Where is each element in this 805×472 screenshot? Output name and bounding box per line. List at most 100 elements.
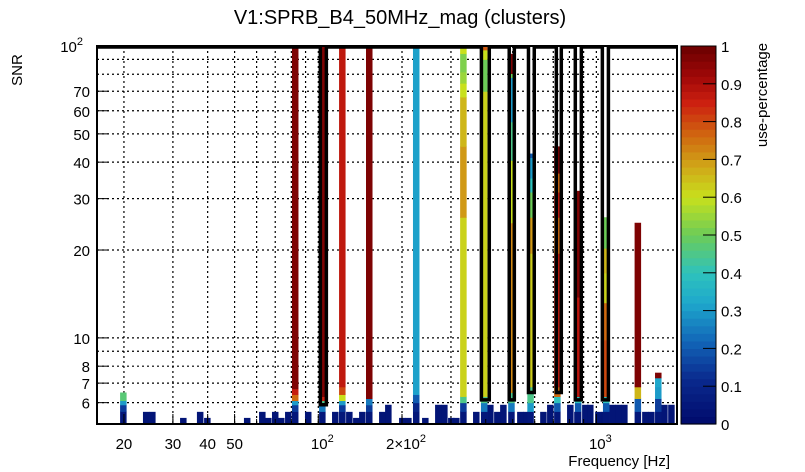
colorbar-swatch — [681, 401, 716, 410]
heatmap-cell — [460, 96, 467, 147]
colorbar-swatch — [681, 182, 716, 191]
colorbar-swatch — [681, 227, 716, 236]
colorbar-swatch — [681, 144, 716, 153]
heatmap-cell — [480, 402, 488, 412]
y-tick-label: 8 — [82, 359, 90, 376]
heatmap-cell — [554, 411, 561, 425]
heatmap-cell — [291, 400, 299, 406]
heatmap-cell — [460, 396, 467, 404]
heatmap-cell — [480, 49, 488, 60]
heatmap-cell — [291, 404, 299, 412]
heatmap-cell — [527, 411, 534, 425]
colorbar-swatch — [681, 174, 716, 183]
x-tick-label-base: 20 — [116, 436, 133, 453]
y-tick-label: 20 — [73, 243, 90, 260]
heatmap-cell — [339, 411, 346, 425]
heatmap-cell — [634, 222, 642, 388]
heatmap-cell — [285, 411, 292, 424]
heatmap-cell — [460, 402, 467, 412]
chart-title: V1:SPRB_B4_50MHz_mag (clusters) — [234, 7, 566, 29]
y-tick-label-base: 30 — [73, 192, 90, 209]
heatmap-cell — [508, 402, 515, 412]
x-tick-label: 20 — [116, 436, 133, 453]
heatmap-cell — [655, 386, 662, 399]
y-tick-label: 30 — [73, 192, 90, 209]
heatmap-cell — [460, 53, 467, 73]
heatmap-cell — [149, 411, 156, 424]
y-tick-label: 10 — [73, 331, 90, 348]
colorbar: 0 0.1 0.2 0.3 0.4 0.5 0.6 0.7 0.8 0.9 1 — [680, 39, 742, 434]
heatmap-cell — [634, 398, 642, 412]
colorbar-swatch — [681, 408, 716, 418]
colorbar-swatch — [681, 355, 716, 365]
y-tick-label-base: 10 — [60, 39, 77, 56]
colorbar-swatch — [681, 197, 716, 206]
heatmap-cell — [339, 386, 346, 395]
x-tick-label-base: 10 — [589, 436, 606, 453]
heatmap-cell — [527, 153, 534, 158]
heatmap-cell — [319, 46, 326, 397]
y-tick-label-base: 20 — [73, 243, 90, 260]
colorbar-swatch — [681, 318, 716, 327]
colorbar-tick-label: 0.1 — [721, 379, 742, 396]
heatmap-cell — [480, 46, 488, 51]
heatmap-cell — [291, 46, 299, 390]
colorbar-swatch — [681, 416, 716, 425]
colorbar-tick-label: 0.5 — [721, 228, 742, 245]
heatmap-cell — [353, 417, 360, 424]
colorbar-tick-label: 0.3 — [721, 304, 742, 321]
x-tick-label: 103 — [589, 433, 612, 453]
heatmap-cell — [339, 394, 346, 402]
plot-frame — [96, 45, 678, 425]
heatmap-cell — [487, 404, 494, 424]
colorbar-swatch — [681, 393, 716, 402]
heatmap-cell — [554, 402, 561, 412]
colorbar-tick-label: 0.4 — [721, 266, 742, 283]
heatmap-cell — [366, 411, 373, 425]
heatmap-cell — [339, 404, 346, 412]
y-tick-label-base: 7 — [82, 376, 90, 393]
y-tick-label: 6 — [82, 396, 90, 413]
y-tick-label: 70 — [73, 84, 90, 101]
heatmap-cell — [120, 392, 127, 402]
y-tick-label: 40 — [73, 155, 90, 172]
heatmap-cell — [602, 302, 610, 341]
heatmap-cell — [634, 386, 642, 399]
colorbar-swatch — [681, 159, 716, 168]
heatmap-cell — [527, 157, 534, 179]
heatmap-cell — [582, 404, 589, 424]
colorbar-swatch — [681, 114, 716, 123]
heatmap-cell — [595, 411, 602, 424]
colorbar-swatch — [681, 121, 716, 130]
heatmap-cell — [508, 160, 515, 224]
heatmap-cell — [574, 402, 582, 412]
colorbar-swatch — [681, 204, 716, 213]
colorbar-tick-label: 0 — [721, 417, 729, 434]
colorbar-swatch — [681, 333, 716, 342]
heatmap-cell — [527, 178, 534, 193]
x-tick-label-base: 30 — [165, 436, 182, 453]
heatmap-cell — [304, 411, 312, 424]
heatmap-cell — [508, 77, 515, 123]
x-tick-label-exponent: 2 — [420, 433, 426, 445]
y-tick-label: 60 — [73, 104, 90, 121]
heatmap-cell — [508, 73, 515, 78]
x-tick-label: 30 — [165, 436, 182, 453]
colorbar-swatch — [681, 242, 716, 251]
colorbar-swatch — [681, 61, 716, 70]
heatmap-cell — [319, 411, 326, 425]
heatmap-cell — [265, 417, 272, 424]
colorbar-swatch — [681, 265, 716, 274]
heatmap-cell — [453, 417, 460, 424]
heatmap-cell — [655, 372, 662, 379]
x-tick-label: 40 — [199, 436, 216, 453]
heatmap-cell — [385, 404, 392, 424]
y-tick-label-base: 6 — [82, 396, 90, 413]
colorbar-tick-label: 1 — [721, 39, 729, 56]
heatmap-cell — [346, 411, 353, 424]
heatmap-cell — [366, 404, 373, 412]
x-tick-label-exponent: 2 — [328, 433, 334, 445]
heatmap-cell — [291, 394, 299, 402]
heatmap-cell — [319, 400, 326, 406]
